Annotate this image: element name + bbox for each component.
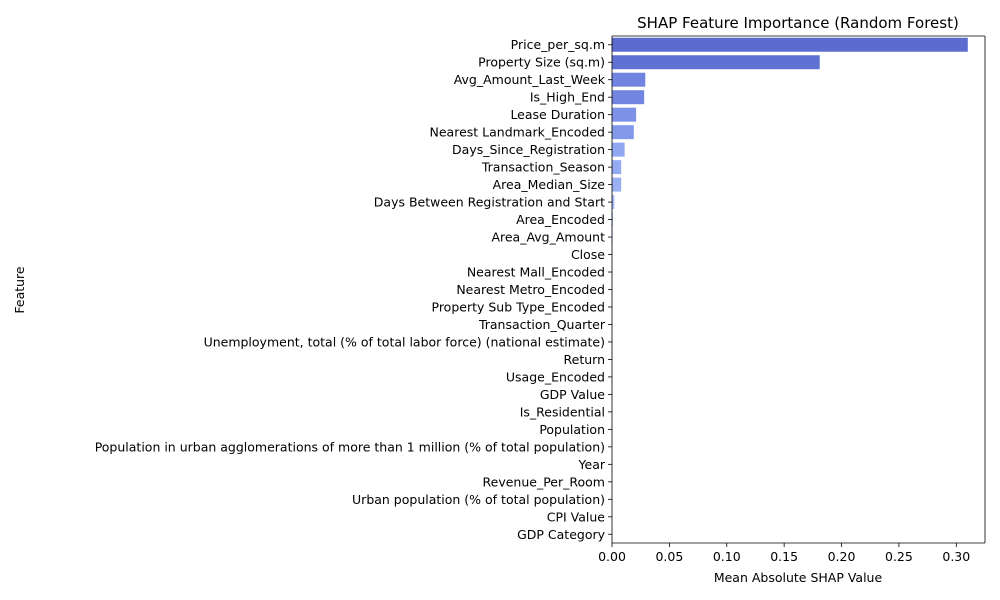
bar — [612, 90, 645, 105]
y-tick-label: Revenue_Per_Room — [483, 474, 605, 489]
bar — [612, 125, 634, 140]
x-tick-label: 0.10 — [713, 549, 741, 564]
axes-spines — [611, 35, 986, 544]
y-axis-label: Feature — [12, 266, 27, 314]
bar — [612, 37, 968, 52]
y-tick-label: GDP Category — [517, 527, 606, 542]
y-tick-label: Unemployment, total (% of total labor fo… — [204, 334, 605, 349]
y-tick-label: Price_per_sq.m — [511, 37, 605, 52]
x-ticks: 0.00 0.05 0.10 0.15 0.20 0.25 0.30 — [598, 543, 970, 564]
y-tick-label: Close — [571, 247, 605, 262]
x-tick-label: 0.15 — [770, 549, 798, 564]
y-tick-label: Lease Duration — [510, 107, 605, 122]
y-tick-label: Area_Avg_Amount — [491, 230, 605, 245]
bar — [612, 72, 646, 87]
x-tick-label: 0.30 — [942, 549, 970, 564]
bar — [612, 55, 820, 70]
y-tick-label: Transaction_Season — [481, 160, 605, 175]
y-tick-label: Nearest Mall_Encoded — [467, 265, 605, 280]
x-axis-label: Mean Absolute SHAP Value — [714, 570, 883, 585]
y-tick-label: Population — [539, 422, 605, 437]
y-tick-label: Usage_Encoded — [506, 369, 605, 384]
y-tick-label: Population in urban agglomerations of mo… — [95, 439, 605, 454]
bar — [612, 160, 622, 175]
chart-title: SHAP Feature Importance (Random Forest) — [637, 14, 959, 32]
x-tick-label: 0.00 — [598, 549, 626, 564]
y-tick-label: Year — [578, 457, 606, 472]
y-tick-label: Days Between Registration and Start — [374, 195, 605, 210]
bars-group — [612, 37, 968, 542]
y-tick-label: GDP Value — [540, 387, 605, 402]
x-tick-label: 0.05 — [655, 549, 683, 564]
y-tick-label: Urban population (% of total population) — [352, 492, 605, 507]
bar — [612, 195, 615, 210]
y-tick-label: Days_Since_Registration — [452, 142, 605, 157]
y-tick-label: Is_Residential — [520, 404, 605, 419]
y-tick-label: Nearest Landmark_Encoded — [430, 125, 606, 140]
x-tick-label: 0.20 — [828, 549, 856, 564]
y-tick-label: Avg_Amount_Last_Week — [454, 72, 606, 87]
bar — [612, 177, 622, 192]
bar — [612, 107, 637, 122]
y-tick-label: Return — [564, 352, 605, 367]
y-tick-label: Transaction_Quarter — [478, 317, 606, 332]
y-tick-label: Property Sub Type_Encoded — [432, 299, 606, 314]
y-tick-labels: Price_per_sq.m Property Size (sq.m) Avg_Am… — [95, 37, 612, 542]
bar — [612, 142, 625, 157]
x-tick-label: 0.25 — [885, 549, 913, 564]
bar — [612, 212, 613, 227]
y-tick-label: Area_Encoded — [516, 212, 605, 227]
y-tick-label: Is_High_End — [530, 90, 605, 105]
y-tick-label: Area_Median_Size — [493, 177, 606, 192]
y-tick-label: Nearest Metro_Encoded — [456, 282, 605, 297]
y-tick-label: Property Size (sq.m) — [478, 55, 605, 70]
y-tick-label: CPI Value — [547, 509, 606, 524]
